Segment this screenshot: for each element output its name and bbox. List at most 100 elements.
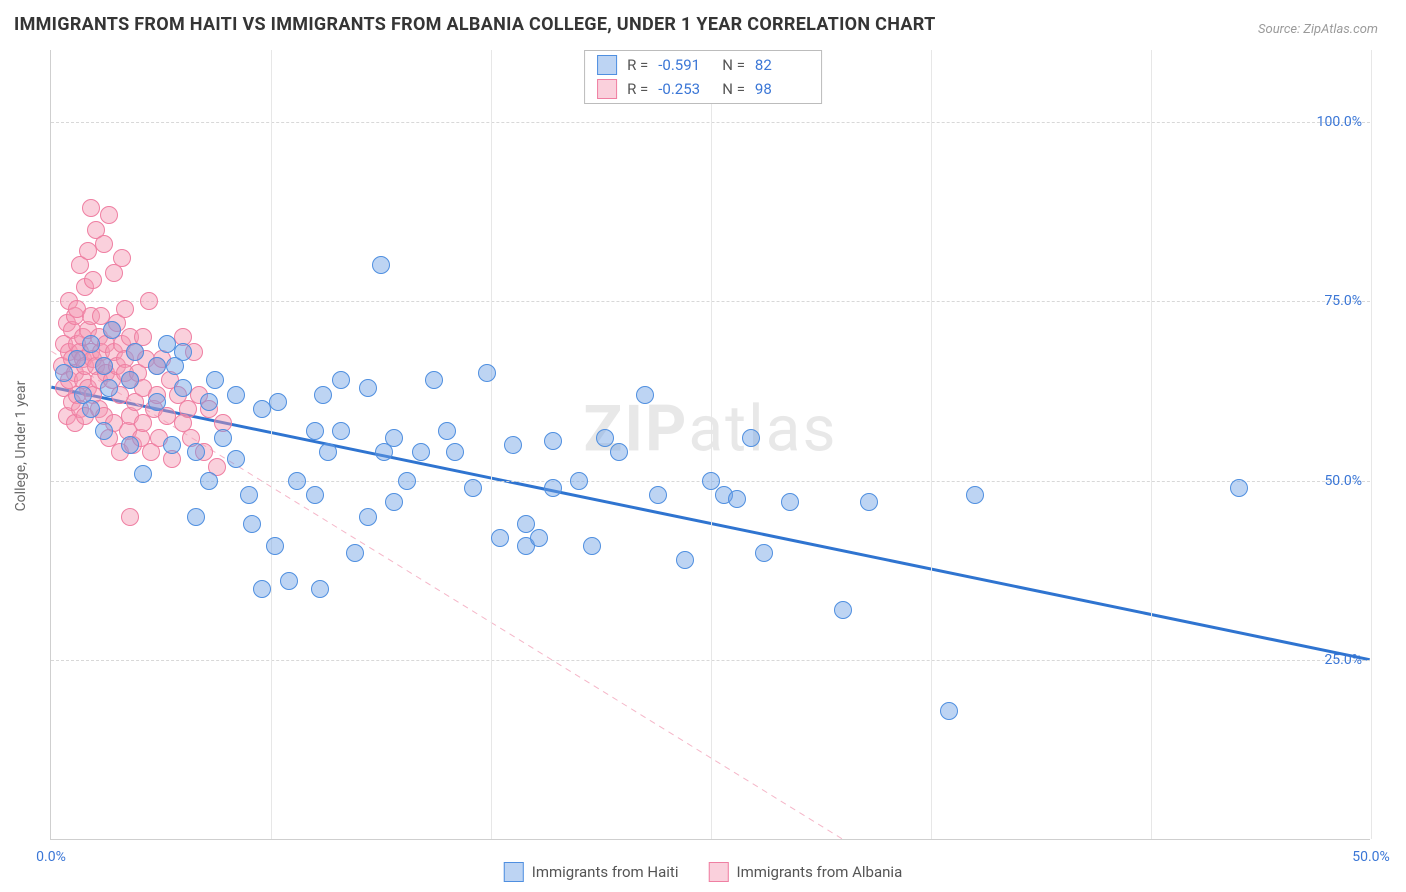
point-haiti: [332, 422, 350, 440]
legend-stats: R = -0.591 N = 82 R = -0.253 N = 98: [584, 50, 822, 104]
swatch-haiti: [504, 862, 524, 882]
gridline-v: [931, 50, 932, 839]
point-haiti: [742, 429, 760, 447]
point-haiti: [314, 386, 332, 404]
point-haiti: [200, 472, 218, 490]
point-haiti: [1230, 479, 1248, 497]
point-haiti: [121, 371, 139, 389]
point-albania: [105, 264, 123, 282]
point-albania: [95, 235, 113, 253]
point-haiti: [583, 537, 601, 555]
point-haiti: [95, 422, 113, 440]
y-axis-label: College, Under 1 year: [13, 381, 29, 512]
point-haiti: [446, 443, 464, 461]
point-haiti: [214, 429, 232, 447]
point-haiti: [596, 429, 614, 447]
y-tick-label: 25.0%: [1324, 652, 1362, 668]
point-haiti: [728, 490, 746, 508]
swatch-albania: [597, 79, 617, 99]
point-haiti: [478, 364, 496, 382]
swatch-haiti: [597, 55, 617, 75]
point-haiti: [306, 486, 324, 504]
point-haiti: [253, 580, 271, 598]
point-haiti: [82, 400, 100, 418]
legend-item-haiti: Immigrants from Haiti: [504, 862, 679, 882]
point-haiti: [755, 544, 773, 562]
point-haiti: [649, 486, 667, 504]
point-haiti: [134, 465, 152, 483]
swatch-albania: [708, 862, 728, 882]
point-haiti: [359, 379, 377, 397]
point-albania: [121, 508, 139, 526]
point-haiti: [103, 321, 121, 339]
plot-area: ZIPatlas 25.0%50.0%75.0%100.0%0.0%50.0%: [50, 50, 1370, 840]
point-haiti: [398, 472, 416, 490]
y-tick-label: 75.0%: [1324, 293, 1362, 309]
point-haiti: [781, 493, 799, 511]
point-haiti: [636, 386, 654, 404]
point-haiti: [206, 371, 224, 389]
x-tick-label: 50.0%: [1352, 849, 1390, 865]
point-haiti: [491, 529, 509, 547]
point-haiti: [464, 479, 482, 497]
point-haiti: [187, 508, 205, 526]
point-haiti: [385, 429, 403, 447]
point-albania: [116, 300, 134, 318]
point-haiti: [311, 580, 329, 598]
gridline-v: [271, 50, 272, 839]
point-haiti: [306, 422, 324, 440]
legend-item-albania: Immigrants from Albania: [708, 862, 902, 882]
point-haiti: [834, 601, 852, 619]
point-haiti: [676, 551, 694, 569]
legend-label-albania: Immigrants from Albania: [736, 863, 902, 881]
point-haiti: [544, 479, 562, 497]
point-haiti: [100, 379, 118, 397]
point-albania: [84, 271, 102, 289]
source-attribution: Source: ZipAtlas.com: [1258, 22, 1378, 37]
point-haiti: [544, 432, 562, 450]
y-tick-label: 50.0%: [1324, 473, 1362, 489]
point-haiti: [243, 515, 261, 533]
point-haiti: [266, 537, 284, 555]
n-value-haiti: 82: [755, 56, 809, 74]
chart-container: IMMIGRANTS FROM HAITI VS IMMIGRANTS FROM…: [0, 0, 1406, 892]
point-haiti: [385, 493, 403, 511]
point-haiti: [570, 472, 588, 490]
point-haiti: [227, 386, 245, 404]
point-haiti: [163, 436, 181, 454]
point-haiti: [530, 529, 548, 547]
point-haiti: [82, 335, 100, 353]
point-albania: [82, 199, 100, 217]
point-haiti: [940, 702, 958, 720]
r-value-haiti: -0.591: [658, 56, 712, 74]
point-albania: [100, 206, 118, 224]
point-haiti: [95, 357, 113, 375]
point-haiti: [372, 256, 390, 274]
point-haiti: [702, 472, 720, 490]
point-haiti: [517, 515, 535, 533]
point-haiti: [504, 436, 522, 454]
gridline-v: [491, 50, 492, 839]
point-haiti: [438, 422, 456, 440]
point-haiti: [174, 343, 192, 361]
gridline-v: [1151, 50, 1152, 839]
point-haiti: [280, 572, 298, 590]
n-label: N =: [722, 80, 745, 98]
legend-label-haiti: Immigrants from Haiti: [532, 863, 679, 881]
point-haiti: [319, 443, 337, 461]
r-value-albania: -0.253: [658, 80, 712, 98]
legend-stats-row-albania: R = -0.253 N = 98: [585, 77, 821, 101]
point-haiti: [55, 364, 73, 382]
point-haiti: [148, 357, 166, 375]
n-label: N =: [722, 56, 745, 74]
r-label: R =: [627, 56, 648, 74]
r-label: R =: [627, 80, 648, 98]
n-value-albania: 98: [755, 80, 809, 98]
chart-title: IMMIGRANTS FROM HAITI VS IMMIGRANTS FROM…: [14, 14, 936, 35]
point-haiti: [187, 443, 205, 461]
point-haiti: [240, 486, 258, 504]
point-albania: [79, 242, 97, 260]
point-haiti: [860, 493, 878, 511]
point-haiti: [332, 371, 350, 389]
point-albania: [140, 292, 158, 310]
